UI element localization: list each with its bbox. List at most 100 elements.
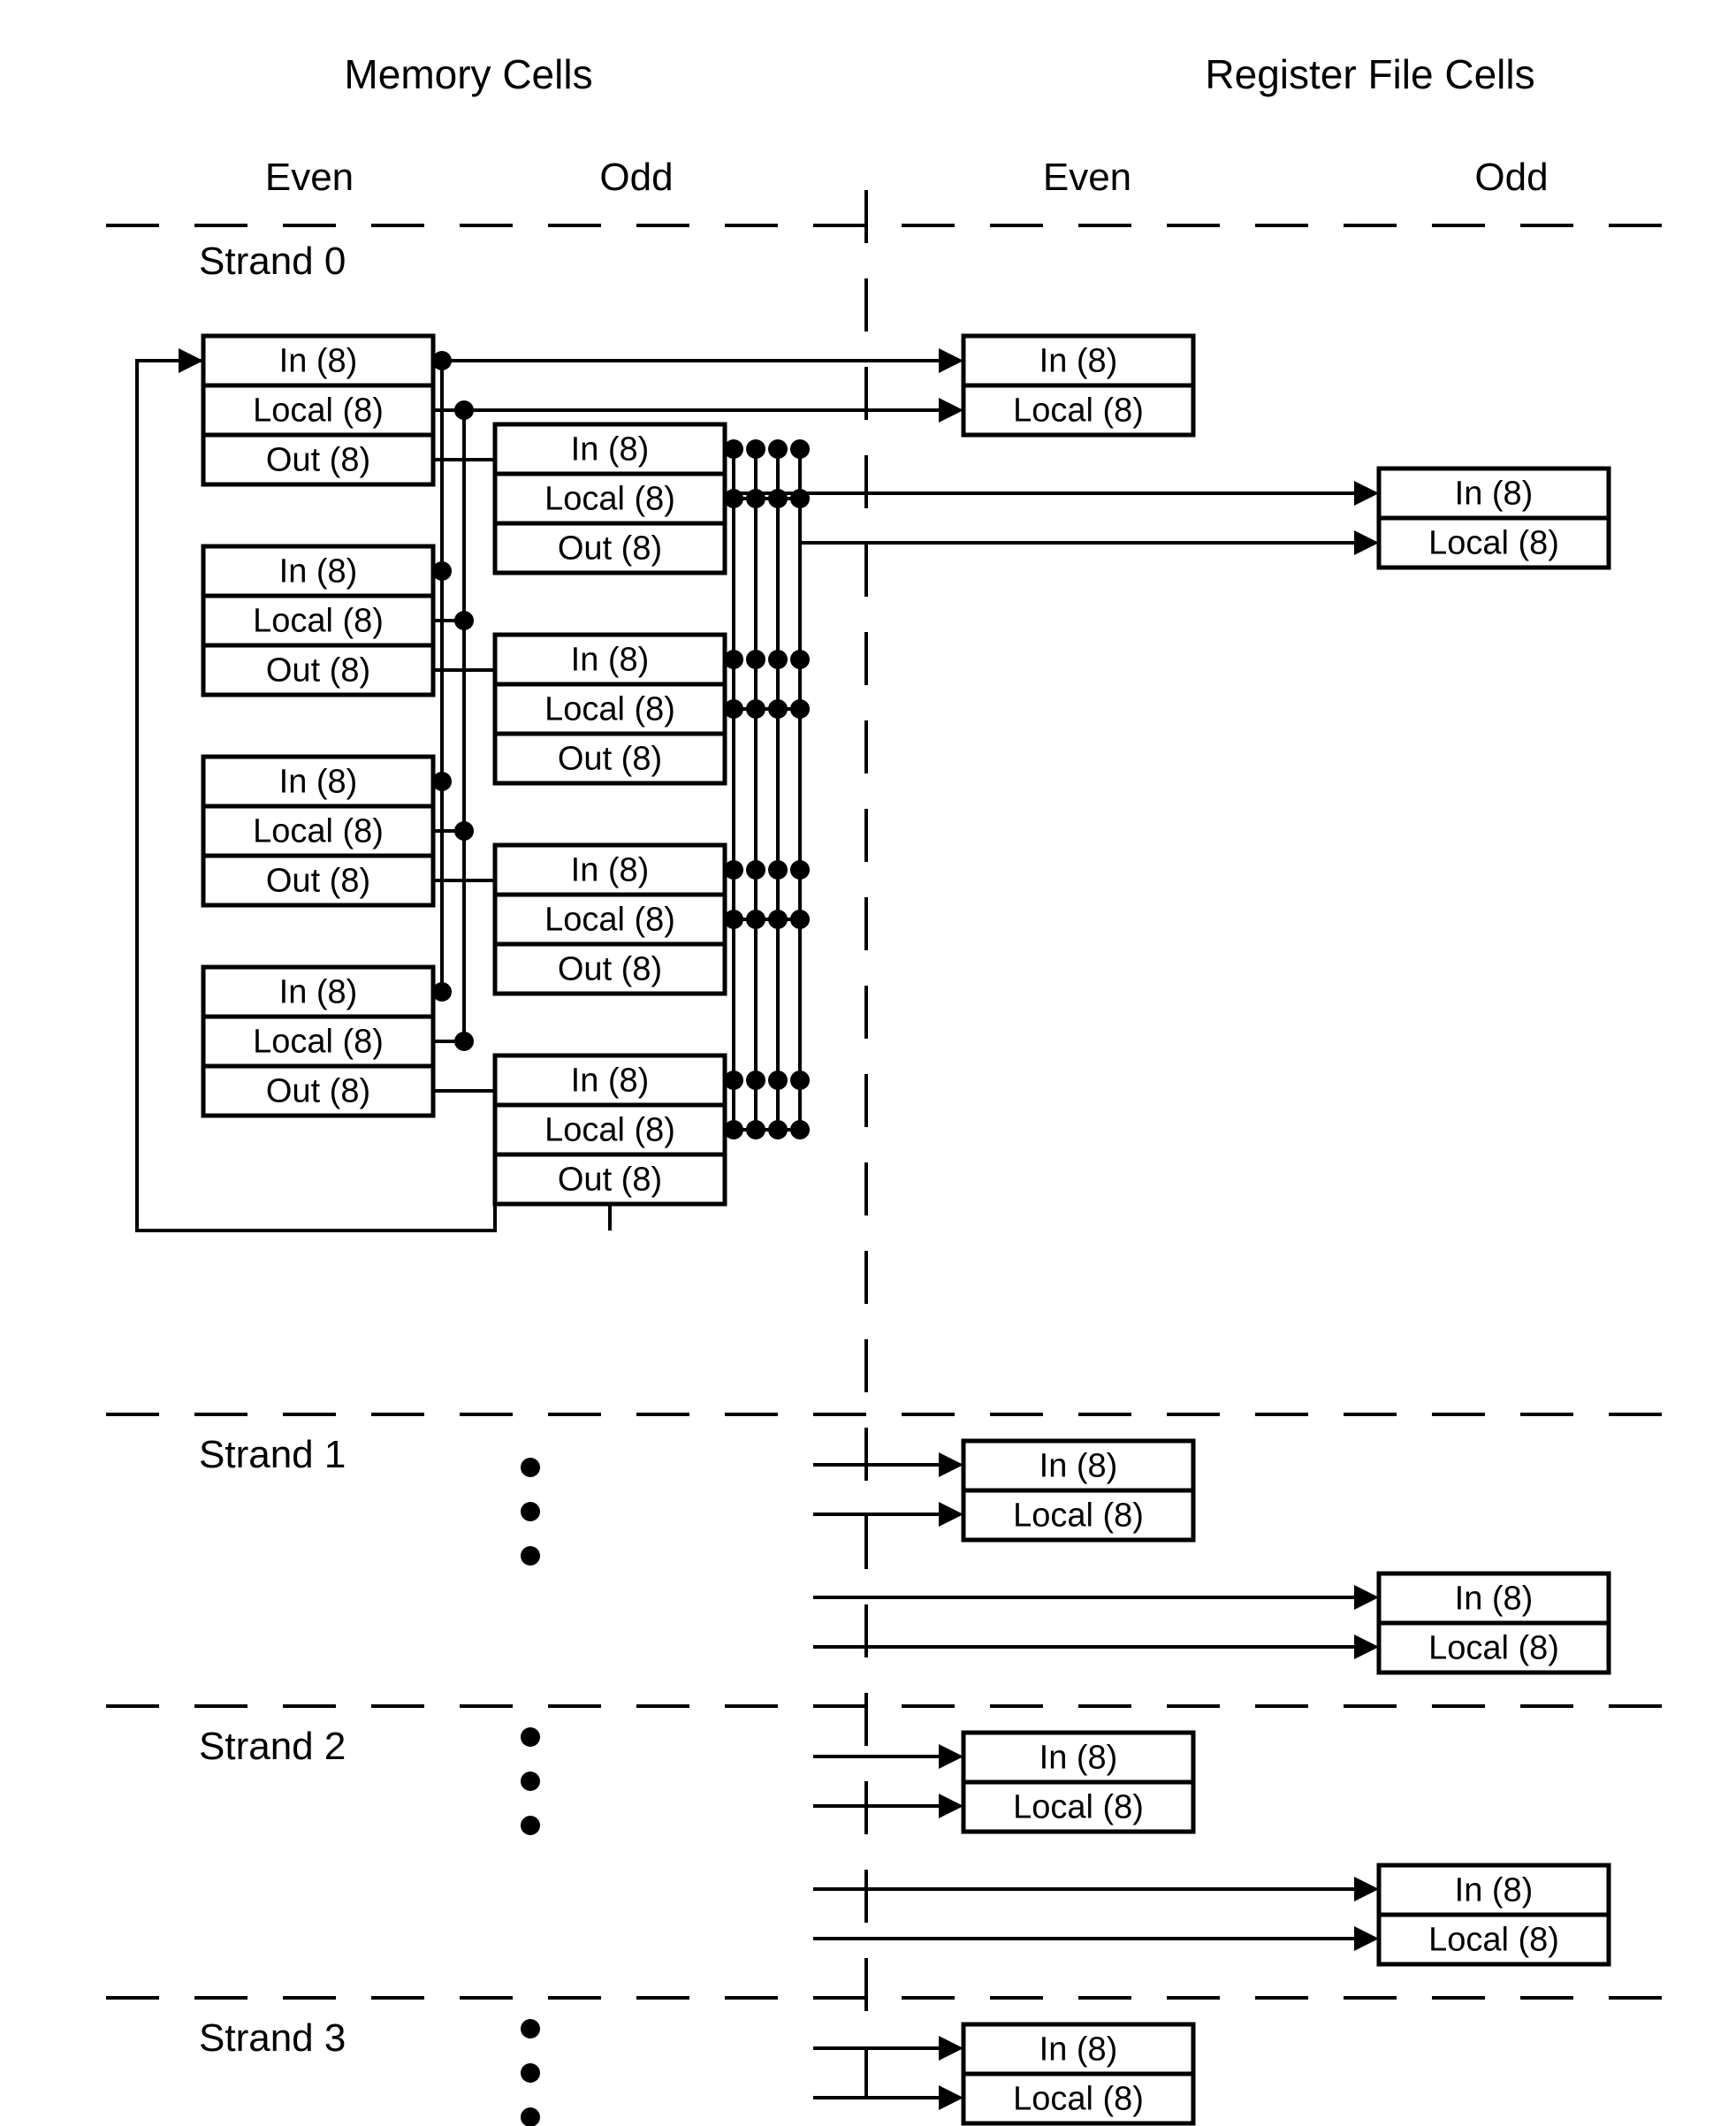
label: Local (8) <box>544 690 675 728</box>
label: Out (8) <box>266 862 370 899</box>
label: Local (8) <box>253 392 384 429</box>
arrow-head <box>939 1502 963 1527</box>
col-header-even-left: Even <box>265 156 354 199</box>
label: In (8) <box>1039 1447 1118 1484</box>
label: Local (8) <box>1428 1629 1559 1666</box>
label: Local (8) <box>1428 1921 1559 1958</box>
label: In (8) <box>279 342 358 379</box>
junction-dot <box>768 1071 788 1090</box>
col-header-odd-right: Odd <box>1474 156 1548 199</box>
arrow-head <box>1354 1585 1379 1610</box>
junction-dot <box>790 1120 810 1139</box>
junction-dot <box>768 650 788 669</box>
label: Local (8) <box>1013 392 1144 429</box>
label: In (8) <box>1039 2031 1118 2068</box>
junction-dot <box>521 1502 540 1521</box>
junction-dot <box>521 2063 540 2083</box>
junction-dot <box>746 439 765 459</box>
label: Local (8) <box>253 602 384 639</box>
label: Local (8) <box>1013 1788 1144 1825</box>
label: Local (8) <box>544 901 675 938</box>
col-header-odd-left: Odd <box>599 156 673 199</box>
junction-dot <box>521 1727 540 1747</box>
section-title-regfile: Register File Cells <box>1205 51 1534 97</box>
label: In (8) <box>279 552 358 590</box>
label: Local (8) <box>253 1023 384 1060</box>
arrow-head <box>939 398 963 423</box>
label: Out (8) <box>266 652 370 689</box>
arrow-head <box>939 1452 963 1477</box>
junction-dot <box>724 1071 743 1090</box>
label: In (8) <box>1455 1871 1534 1909</box>
label: Local (8) <box>544 480 675 517</box>
arrow-head <box>939 348 963 373</box>
junction-dot <box>724 1120 743 1139</box>
junction-dot <box>454 611 474 630</box>
label: Out (8) <box>558 950 662 987</box>
junction-dot <box>768 699 788 719</box>
label: Local (8) <box>253 812 384 850</box>
junction-dot <box>724 439 743 459</box>
label: In (8) <box>1455 1580 1534 1617</box>
junction-dot <box>454 821 474 841</box>
junction-dot <box>768 439 788 459</box>
label: In (8) <box>571 641 650 678</box>
junction-dot <box>768 910 788 929</box>
junction-dot <box>521 2019 540 2038</box>
arrow-head <box>939 2036 963 2061</box>
arrow-head <box>1354 481 1379 506</box>
label: In (8) <box>1455 475 1534 512</box>
arrow-head <box>1354 1635 1379 1659</box>
label: Local (8) <box>1013 1497 1144 1534</box>
strand-3-label: Strand 3 <box>199 2016 346 2060</box>
junction-dot <box>724 860 743 880</box>
diagram-root: Memory Cells Register File Cells Even Odd Ev… <box>0 0 1736 2126</box>
label: In (8) <box>1039 1739 1118 1776</box>
junction-dot <box>746 860 765 880</box>
arrow-head <box>179 348 203 373</box>
label: In (8) <box>1039 342 1118 379</box>
label: Out (8) <box>558 530 662 567</box>
label: Local (8) <box>1013 2080 1144 2117</box>
label: In (8) <box>279 973 358 1010</box>
label: Out (8) <box>266 441 370 478</box>
label: In (8) <box>571 1062 650 1099</box>
strand-1-label: Strand 1 <box>199 1433 346 1476</box>
junction-dot <box>432 772 452 791</box>
label: Out (8) <box>558 740 662 777</box>
junction-dot <box>454 1032 474 1051</box>
arrow-head <box>939 2085 963 2110</box>
section-title-memory: Memory Cells <box>344 51 592 97</box>
strand-0-label: Strand 0 <box>199 240 346 283</box>
arrow-head <box>1354 530 1379 555</box>
junction-dot <box>790 1071 810 1090</box>
junction-dot <box>746 699 765 719</box>
junction-dot <box>790 860 810 880</box>
junction-dot <box>724 910 743 929</box>
arrow-head <box>939 1744 963 1769</box>
junction-dot <box>746 650 765 669</box>
junction-dot <box>724 650 743 669</box>
junction-dot <box>746 1120 765 1139</box>
strand-2-label: Strand 2 <box>199 1725 346 1768</box>
junction-dot <box>790 650 810 669</box>
junction-dot <box>746 910 765 929</box>
junction-dot <box>790 699 810 719</box>
junction-dot <box>521 1546 540 1566</box>
arrow-head <box>939 1794 963 1818</box>
junction-dot <box>790 439 810 459</box>
junction-dot <box>521 2107 540 2126</box>
arrow-head <box>1354 1877 1379 1901</box>
col-header-even-right: Even <box>1043 156 1131 199</box>
junction-dot <box>432 561 452 581</box>
junction-dot <box>724 699 743 719</box>
label: Local (8) <box>1428 524 1559 561</box>
arrow-head <box>1354 1926 1379 1951</box>
junction-dot <box>790 910 810 929</box>
label: Local (8) <box>544 1111 675 1148</box>
junction-dot <box>521 1458 540 1477</box>
label: In (8) <box>279 763 358 800</box>
junction-dot <box>432 982 452 1002</box>
junction-dot <box>746 1071 765 1090</box>
label: In (8) <box>571 851 650 888</box>
